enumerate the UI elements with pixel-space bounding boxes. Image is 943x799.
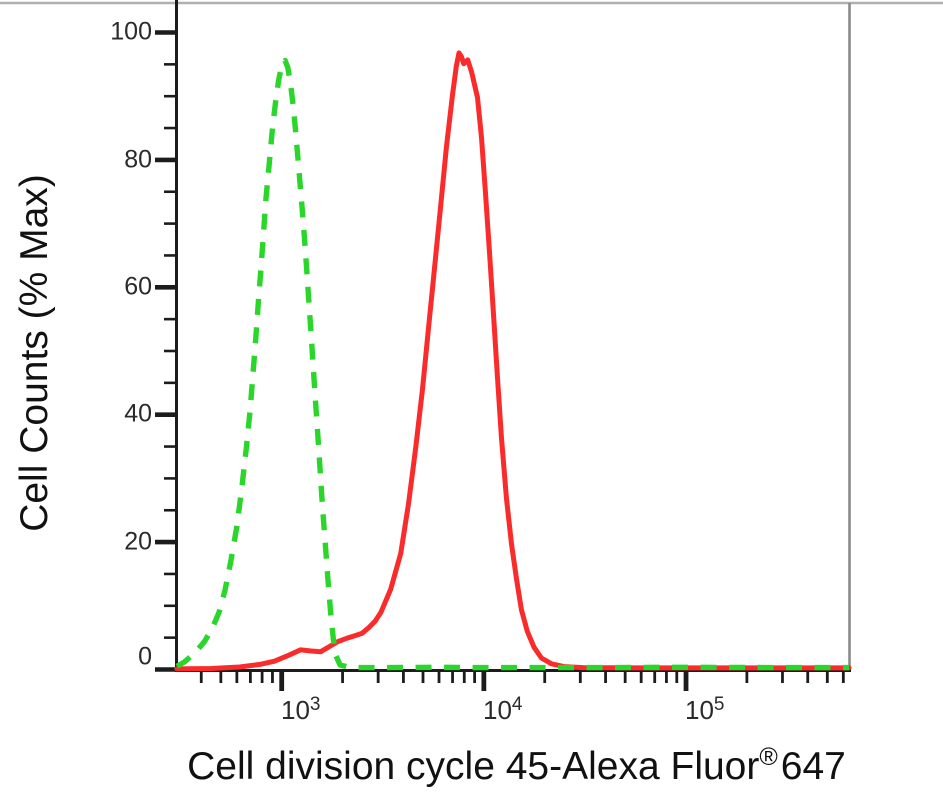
x-axis-title-number: 647	[780, 745, 846, 788]
y-tick-label-100: 100	[110, 17, 152, 46]
y-axis-title: Cell Counts (% Max)	[13, 174, 56, 532]
x-tick-exponent: 5	[713, 694, 725, 715]
x-tick-label-1e3: 103	[281, 695, 321, 723]
y-tick-label-80: 80	[124, 145, 152, 174]
registered-trademark-symbol: ®	[759, 743, 778, 771]
y-tick-label-60: 60	[124, 272, 152, 301]
y-tick-label-0: 0	[138, 642, 152, 671]
x-tick-exponent: 4	[511, 694, 523, 715]
red-solid-curve	[174, 50, 852, 672]
x-tick-base: 10	[483, 695, 512, 725]
x-tick-exponent: 3	[309, 694, 321, 715]
y-tick-label-20: 20	[124, 527, 152, 556]
green-dashed-curve	[175, 57, 849, 671]
x-tick-base: 10	[685, 695, 714, 725]
x-tick-label-1e5: 105	[685, 695, 725, 723]
x-axis-title: Cell division cycle 45-Alexa Fluor®647	[90, 743, 943, 789]
y-tick-label-40: 40	[124, 399, 152, 428]
x-tick-label-1e4: 104	[483, 695, 523, 723]
x-tick-base: 10	[281, 695, 310, 725]
x-axis-title-text: Cell division cycle 45-Alexa Fluor	[187, 745, 760, 788]
